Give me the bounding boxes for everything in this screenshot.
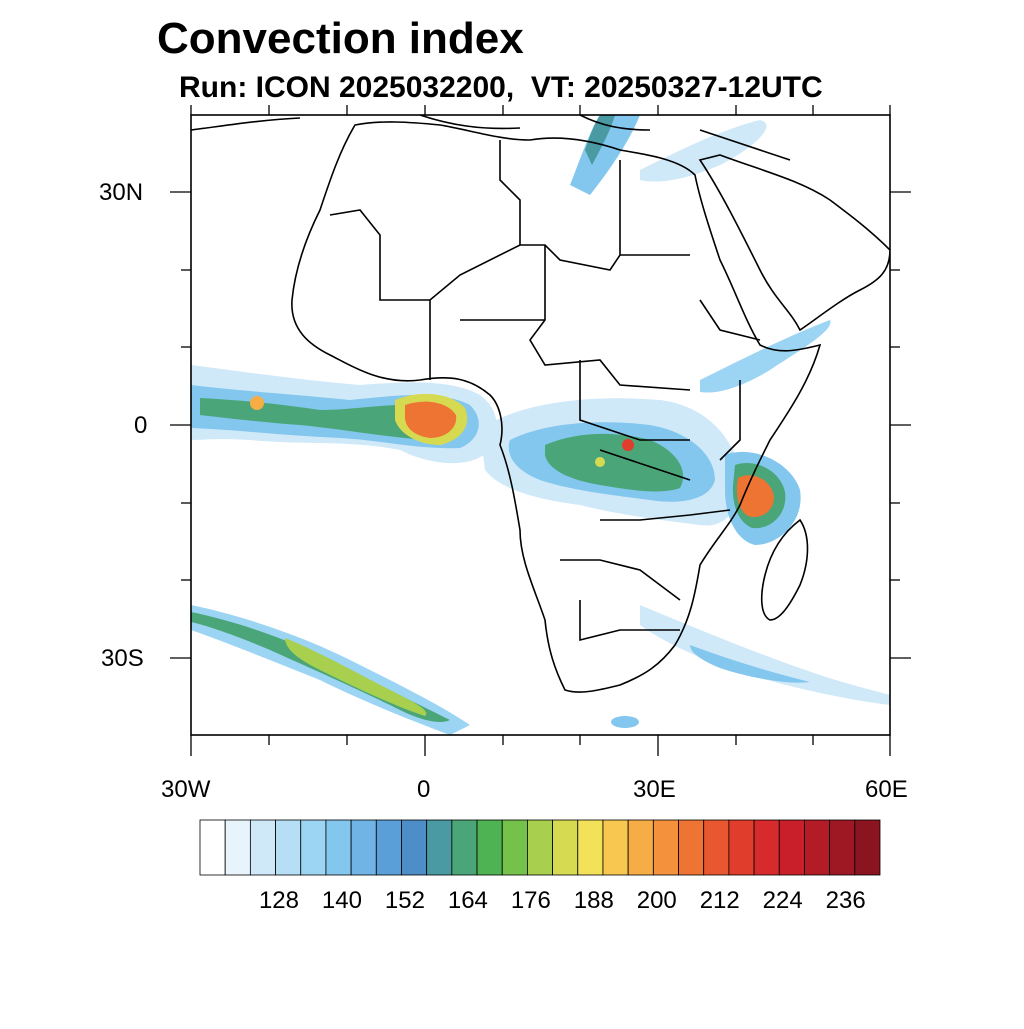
field-south-east-core [690,645,810,683]
colorbar-swatch [199,819,226,876]
field-central-cell-2 [595,457,605,467]
field-itcz-inner [200,398,453,440]
colorbar-swatch [577,819,604,876]
colorbar-swatch [678,819,705,876]
lat-tick-label: 30N [99,179,144,206]
field-central-inner [545,433,684,492]
colorbar-tick-label: 224 [762,887,803,914]
colorbar-swatch [703,819,730,876]
colorbar-swatch [375,819,402,876]
field-east-hot [736,475,774,518]
colorbar-tick-label: 188 [573,887,614,914]
colorbar [199,819,881,876]
lat-tick-label: 0 [134,412,148,439]
colorbar-swatch [224,819,251,876]
colorbar-swatch [527,819,553,876]
colorbar-swatch [753,819,780,876]
colorbar-swatch [804,819,831,876]
colorbar-swatch [300,819,327,876]
colorbar-tick-label: 164 [447,887,488,914]
field-south-band-core [285,638,427,716]
madagascar-coastline [760,518,809,621]
lon-tick-label: 30W [161,776,211,803]
field-north-east [640,120,767,182]
colorbar-tick-label: 140 [321,887,362,914]
colorbar-swatch [501,819,528,876]
field-horn [700,320,831,393]
colorbar-swatch [652,819,679,876]
page-subtitle: Run: ICON 2025032200, VT: 20250327-12UTC [179,71,823,104]
field-med [570,115,640,195]
colorbar-swatch [451,819,478,876]
colorbar-swatch [325,819,352,876]
colorbar-swatch [426,819,453,876]
country-borders [329,140,761,642]
colorbar-tick-label: 128 [258,887,299,914]
field-south-blob [611,716,639,728]
colorbar-swatch [829,819,856,876]
axis-ticks [170,105,911,756]
africa-coastline [291,121,822,693]
arabia-coastline [698,154,890,332]
colorbar-tick-label: 176 [510,887,551,914]
colorbar-swatch [778,819,805,876]
colorbar-swatch [552,819,579,876]
colorbar-swatch [728,819,755,876]
europe-coastline [191,115,791,161]
lat-tick-label: 30S [101,645,144,672]
convection-field [191,115,890,735]
colorbar-swatch [854,819,881,876]
lon-tick-label: 0 [417,776,431,803]
field-central-cell [622,439,634,451]
field-gulf-guinea-hot [404,401,457,438]
page-title: Convection index [157,14,524,63]
colorbar-swatch [401,819,428,876]
colorbar-swatch [275,819,302,876]
colorbar-swatch [476,819,503,876]
lon-tick-label: 60E [865,776,908,803]
colorbar-swatch [602,819,629,876]
colorbar-swatch [627,819,654,876]
colorbar-tick-label: 152 [384,887,425,914]
colorbar-tick-label: 236 [825,887,866,914]
coastlines [191,115,890,693]
field-med-core [585,115,615,165]
field-south-east-band [640,605,890,705]
colorbar-tick-label: 200 [636,887,677,914]
lon-tick-label: 30E [633,776,676,803]
colorbar-tick-label: 212 [699,887,740,914]
colorbar-swatch [350,819,377,876]
colorbar-swatch [249,819,276,876]
field-west-cell [250,396,264,410]
